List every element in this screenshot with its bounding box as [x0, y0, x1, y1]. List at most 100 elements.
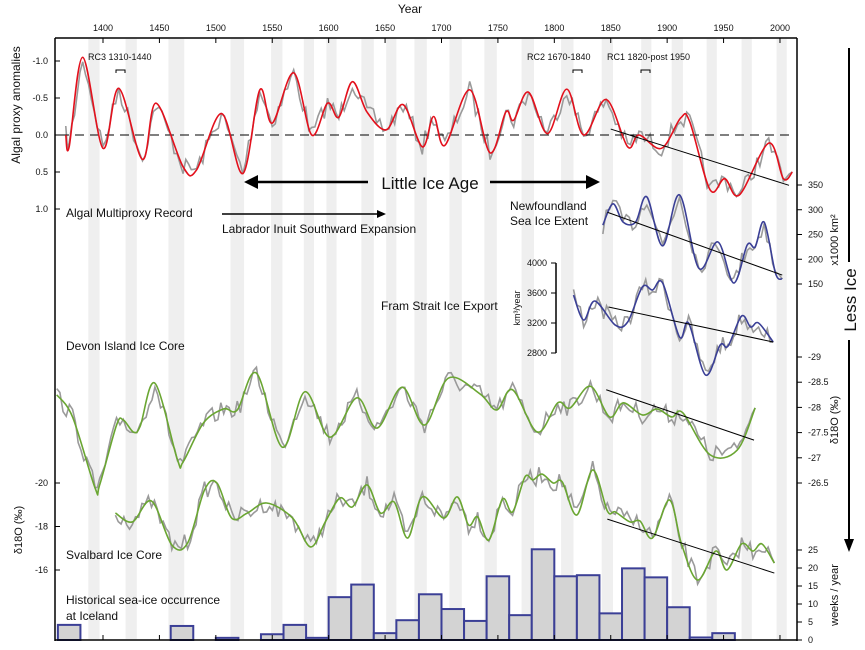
shaded-period	[776, 39, 787, 639]
less-ice-arrow	[844, 48, 854, 552]
bar-1820	[575, 574, 601, 642]
algal-tick-label: 1.0	[35, 204, 48, 214]
shaded-period	[601, 39, 613, 639]
shaded-period	[168, 39, 185, 639]
bar-1560	[282, 623, 308, 642]
bar-1780	[530, 548, 556, 642]
bar-1460	[169, 624, 195, 642]
x-tick-label: 1850	[601, 23, 621, 33]
iceland-tick-label: 25	[808, 545, 818, 555]
iceland-tick-label: 20	[808, 563, 818, 573]
shaded-period	[303, 39, 314, 639]
bar-1740	[485, 575, 511, 642]
algal-tick-label: 0.5	[35, 167, 48, 177]
sea_ice_extent-smoothed-line	[602, 194, 783, 284]
fram-tick-label: 2800	[527, 348, 547, 358]
shaded-period	[641, 39, 652, 639]
shaded-period	[271, 39, 283, 639]
smoothed-series	[56, 56, 794, 581]
rc1-label: RC1 1820-post 1950	[607, 52, 690, 62]
fram_strait-raw-line	[572, 276, 774, 373]
devon-tick-label: -29	[808, 352, 821, 362]
iceland-tick-label: 5	[808, 617, 813, 627]
shaded-period	[386, 39, 397, 639]
fram-tick-label: 4000	[527, 258, 547, 268]
newfoundland-label-2: Sea Ice Extent	[510, 214, 589, 228]
rc2-bracket	[572, 69, 583, 73]
iceland-tick-label: 15	[808, 581, 818, 591]
shaded-period	[125, 39, 137, 639]
fram-unit: km³/year	[512, 290, 522, 325]
sea-ice-tick-label: 150	[808, 279, 823, 289]
bar-1800	[553, 575, 578, 642]
rc3-label: RC3 1310-1440	[88, 52, 152, 62]
fram-label: Fram Strait Ice Export	[381, 299, 498, 313]
devon-tick-label: -27.5	[808, 428, 829, 438]
svalbard-tick-label: -20	[35, 478, 48, 488]
sea-ice-tick-label: 200	[808, 254, 823, 264]
devon-tick-label: -28	[808, 402, 821, 412]
iceland-tick-label: 0	[808, 635, 813, 645]
fram_strait-smoothed-line	[572, 279, 774, 376]
sea_ice_extent-raw-line	[602, 194, 783, 282]
labrador-arrow	[222, 210, 386, 218]
bar-1360	[56, 623, 82, 642]
bar-1620	[350, 583, 375, 641]
algal-ylabel: Algal proxy anomalies	[9, 46, 23, 163]
bar-1660	[395, 619, 420, 642]
x-tick-label: 1450	[149, 23, 169, 33]
little-ice-age-arrow	[244, 175, 600, 189]
iceland-tick-label: 10	[808, 599, 818, 609]
devon-unit: δ18O (‰)	[829, 396, 841, 444]
shaded-period	[414, 39, 427, 639]
bar-1720	[463, 619, 488, 641]
labrador-label: Labrador Inuit Southward Expansion	[222, 222, 416, 236]
fram-tick-label: 3600	[527, 288, 547, 298]
fram-tick-label: 3200	[527, 318, 547, 328]
x-tick-label: 1600	[319, 23, 339, 33]
less-ice-label: Less Ice	[841, 268, 860, 331]
bar-1700	[440, 608, 466, 641]
sea-ice-tick-label: 250	[808, 230, 823, 240]
rc2-label: RC2 1670-1840	[527, 52, 591, 62]
svalbard-tick-label: -18	[35, 522, 48, 532]
bar-1860	[621, 567, 646, 641]
shaded-period	[361, 39, 374, 639]
bar-1600	[327, 596, 353, 641]
x-tick-label: 1900	[657, 23, 677, 33]
x-tick-label: 1800	[544, 23, 564, 33]
algal-tick-label: -1.0	[32, 56, 48, 66]
x-tick-label: 2000	[770, 23, 790, 33]
x-tick-label: 1950	[714, 23, 734, 33]
x-tick-label: 1400	[93, 23, 113, 33]
x-tick-label: 1550	[262, 23, 282, 33]
shaded-period	[521, 39, 535, 639]
shaded-period	[706, 39, 717, 639]
algal-tick-label: -0.5	[32, 93, 48, 103]
algal-tick-label: 0.0	[35, 130, 48, 140]
algal-raw-line	[64, 61, 793, 199]
iceland-label-1: Historical sea-ice occurrence	[66, 593, 220, 607]
shaded-period	[671, 39, 683, 639]
svalbard-smoothed-line	[114, 469, 776, 581]
svalbard-tick-label: -16	[35, 565, 48, 575]
x-tick-label: 1700	[431, 23, 451, 33]
svalbard-trend-line	[607, 518, 775, 574]
shaded-period	[561, 39, 574, 639]
x-tick-label: 1500	[206, 23, 226, 33]
x-tick-label: 1650	[375, 23, 395, 33]
iceland-bars	[56, 548, 736, 642]
newfoundland-label-1: Newfoundland	[510, 199, 587, 213]
shaded-period	[326, 39, 337, 639]
sea-ice-tick-label: 350	[808, 180, 823, 190]
devon-tick-label: -26.5	[808, 478, 829, 488]
shaded-period	[484, 39, 497, 639]
shaded-period	[230, 39, 245, 639]
bar-1880	[643, 576, 669, 641]
little-ice-age-label: Little Ice Age	[381, 174, 478, 193]
devon-tick-label: -28.5	[808, 377, 829, 387]
x-tick-label: 1750	[488, 23, 508, 33]
iceland-label-2: at Iceland	[66, 609, 118, 623]
x-axis-label: Year	[398, 2, 422, 16]
